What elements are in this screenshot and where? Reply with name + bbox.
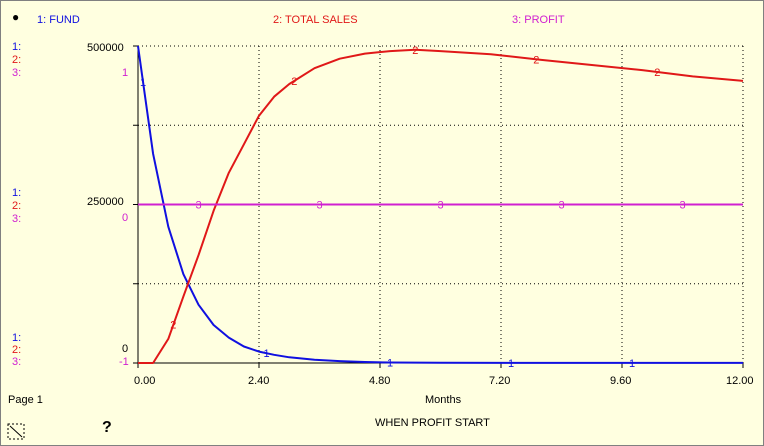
chart-title: WHEN PROFIT START — [375, 417, 490, 429]
series-marker-profit: 3 — [558, 200, 564, 212]
pin-icon[interactable]: ● — [12, 10, 20, 24]
legend-fund: 1: FUND — [37, 14, 80, 26]
series-marker-fund: 1 — [508, 358, 514, 370]
profit-axis-top-value: 1 — [122, 67, 129, 79]
series-lines — [137, 45, 744, 364]
series-line-fund — [137, 45, 743, 364]
axis-tag-s1-bot: 1: — [12, 332, 22, 344]
resize-icon[interactable] — [7, 423, 27, 443]
x-tick-label: 0.00 — [134, 375, 156, 387]
series-marker-fund: 1 — [264, 348, 270, 360]
x-tick-label: 4.80 — [369, 375, 391, 387]
y-tick-label-bottom: 0 — [122, 343, 129, 355]
axis-tag-s3-bot: 3: — [12, 356, 22, 368]
profit-axis-mid-value: 0 — [122, 212, 129, 224]
axis-tag-s1-top: 1: — [12, 41, 22, 53]
series-marker-profit: 3 — [437, 200, 443, 212]
profit-axis-bottom-value: -1 — [119, 356, 129, 368]
axis-tag-s2-top: 2: — [12, 54, 22, 66]
series-marker-fund: 1 — [629, 358, 635, 370]
x-tick-label: 7.20 — [489, 375, 511, 387]
axis-tag-s3-mid: 3: — [12, 213, 22, 225]
series-line-total-sales — [138, 48, 744, 364]
series-marker-fund: 1 — [140, 77, 146, 89]
series-marker-fund: 1 — [387, 357, 393, 369]
series-marker-profit: 3 — [195, 200, 201, 212]
series-marker-total-sales: 2 — [291, 76, 297, 88]
x-tick-label: 9.60 — [610, 375, 632, 387]
series-marker-total-sales: 2 — [412, 45, 418, 57]
x-axis-label: Months — [425, 394, 462, 406]
page-label[interactable]: Page 1 — [8, 394, 43, 406]
y-tick-label-top: 500000 — [87, 42, 124, 54]
axis-tag-s2-mid: 2: — [12, 200, 22, 212]
legend-total-sales: 2: TOTAL SALES — [273, 14, 358, 26]
series-markers: 1 1 1 1 1 2 2 2 2 2 3 3 3 3 3 — [140, 45, 686, 370]
series-marker-total-sales: 2 — [533, 54, 539, 66]
axis-tag-s1-mid: 1: — [12, 187, 22, 199]
series-marker-profit: 3 — [316, 200, 322, 212]
y-tick-label-mid: 250000 — [87, 196, 124, 208]
axis-tag-s2-bot: 2: — [12, 344, 22, 356]
series-marker-profit: 3 — [679, 200, 685, 212]
series-marker-total-sales: 2 — [654, 67, 660, 79]
series-marker-total-sales: 2 — [170, 320, 176, 332]
axis-tag-s3-top: 3: — [12, 67, 22, 79]
help-icon[interactable]: ? — [102, 419, 112, 436]
x-tick-label: 2.40 — [248, 375, 270, 387]
legend-profit: 3: PROFIT — [512, 14, 565, 26]
x-tick-label: 12.00 — [726, 375, 754, 387]
